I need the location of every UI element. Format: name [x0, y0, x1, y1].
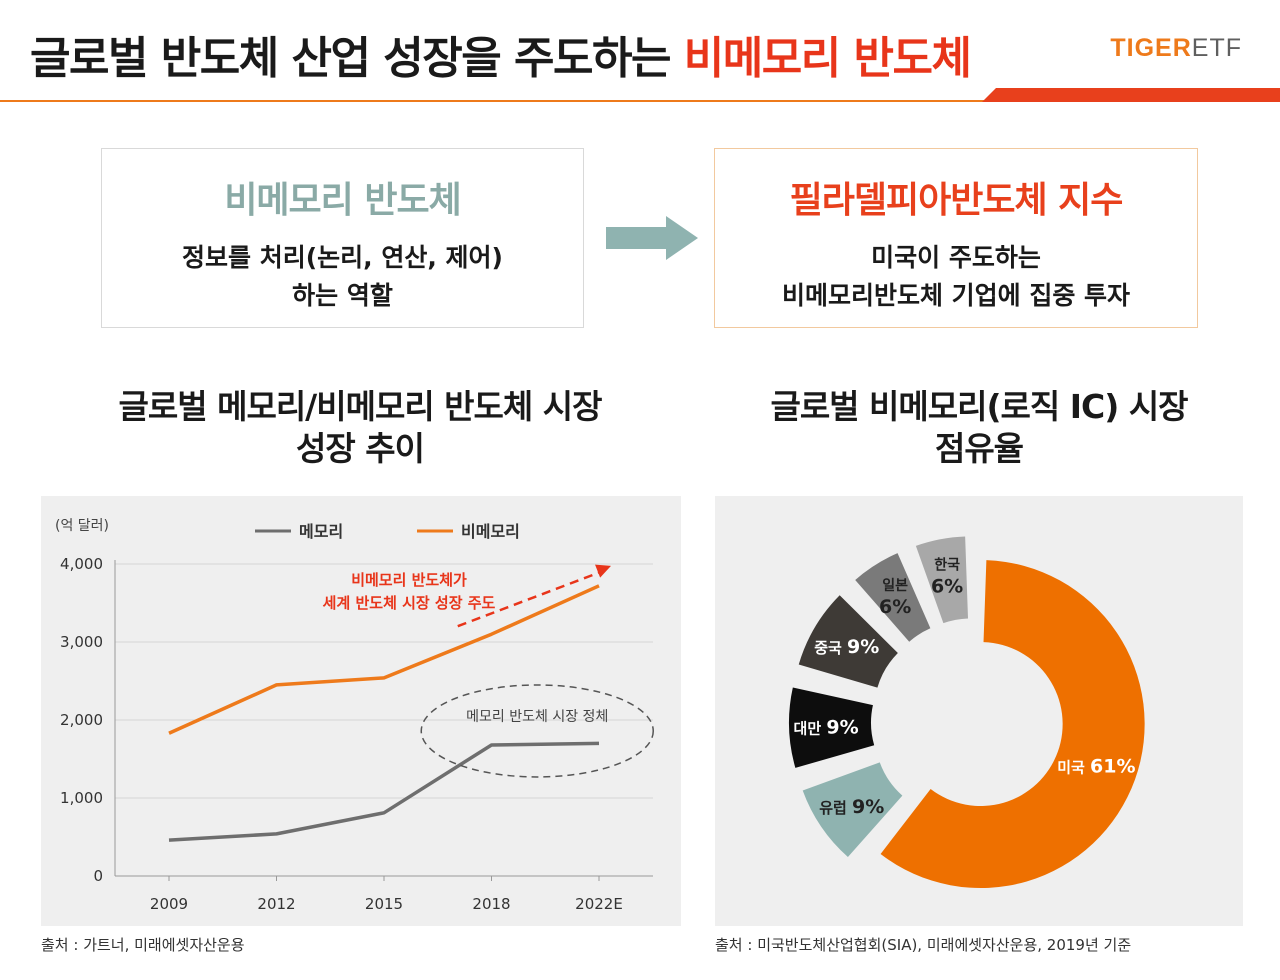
y-tick-label: 4,000	[60, 555, 103, 573]
donut-slice-5	[915, 536, 969, 624]
y-tick-label: 2,000	[60, 711, 103, 729]
stagnation-ellipse	[420, 684, 654, 778]
slice-name: 미국	[1057, 759, 1090, 777]
non-memory-description: 정보를 처리(논리, 연산, 제어) 하는 역할	[182, 243, 503, 310]
x-tick-label: 2022E	[575, 895, 623, 913]
y-tick-label: 0	[93, 867, 103, 885]
page-title: 글로벌 반도체 산업 성장을 주도하는 비메모리 반도체	[30, 22, 972, 86]
growth-annotation-line2: 세계 반도체 시장 성장 주도	[323, 594, 496, 612]
non-memory-definition-box: 비메모리 반도체 정보를 처리(논리, 연산, 제어) 하는 역할	[101, 148, 584, 328]
slice-percent: 6%	[879, 596, 911, 618]
donut-slice-label: 유럽 9%	[819, 796, 884, 818]
slice-percent: 9%	[852, 796, 884, 818]
legend-label: 비메모리	[461, 522, 520, 541]
donut-slice-3	[798, 595, 898, 688]
market-share-title: 글로벌 비메모리(로직 IC) 시장 점유율	[770, 387, 1188, 468]
line-chart-panel: (억 달러) 0 1,000 2,000 3,000 4,000 2009 2012 2015 2…	[41, 496, 681, 926]
logo-tiger-text: TIGER	[1110, 34, 1192, 62]
slice-name: 한국	[934, 558, 960, 574]
donut-slice-2	[789, 687, 875, 768]
logo-etf-text: ETF	[1191, 34, 1242, 62]
growth-arrow-line	[457, 570, 602, 628]
slice-percent: 9%	[847, 636, 879, 658]
donut-chart: 미국 61%유럽 9%대만 9%중국 9%일본6%한국6%	[789, 536, 1145, 889]
right-arrow-icon	[606, 216, 698, 260]
sox-index-description: 미국이 주도하는 비메모리반도체 기업에 집중 투자	[781, 243, 1131, 310]
slice-percent: 6%	[931, 576, 963, 598]
market-growth-title: 글로벌 메모리/비메모리 반도체 시장 성장 추이	[118, 387, 603, 468]
x-tick-label: 2012	[257, 895, 295, 913]
slice-name: 일본	[882, 578, 908, 594]
header-accent-bar	[982, 88, 1280, 102]
slice-percent: 9%	[826, 717, 858, 739]
slice-name: 중국	[814, 639, 847, 657]
donut-slice-label: 중국 9%	[814, 636, 879, 658]
header-divider	[0, 100, 1280, 102]
y-unit-label: (억 달러)	[55, 518, 109, 534]
y-tick-label: 1,000	[60, 789, 103, 807]
line-chart: (억 달러) 0 1,000 2,000 3,000 4,000 2009 2012 2015 2…	[55, 518, 654, 913]
legend-label: 메모리	[299, 522, 343, 541]
donut-slice-0	[880, 560, 1145, 889]
slice-name: 대만	[794, 720, 827, 738]
line-chart-source: 출처 : 가트너, 미래에셋자산운용	[41, 936, 245, 954]
non-memory-heading: 비메모리 반도체	[224, 180, 461, 221]
memory-series-line	[168, 741, 600, 842]
growth-annotation-line1: 비메모리 반도체가	[351, 571, 467, 589]
tiger-etf-logo: TIGERETF	[1110, 34, 1242, 63]
donut-chart-source: 출처 : 미국반도체산업협회(SIA), 미래에셋자산운용, 2019년 기준	[715, 936, 1132, 954]
donut-slice-4	[855, 553, 931, 642]
non-memory-series-line	[168, 584, 600, 735]
sox-index-box: 필라델피아반도체 지수 미국이 주도하는 비메모리반도체 기업에 집중 투자	[714, 148, 1198, 328]
page-title-main: 글로벌 반도체 산업 성장을 주도하는	[30, 33, 684, 84]
donut-slice-label: 대만 9%	[794, 717, 859, 739]
donut-chart-panel: 미국 61% 유럽 9% 대만 9% 중국 9% 일본 6% 한국 6%	[715, 496, 1243, 926]
donut-slice-1	[802, 762, 903, 857]
slice-name: 유럽	[819, 799, 852, 817]
sox-index-heading: 필라델피아반도체 지수	[789, 180, 1124, 221]
y-tick-label: 3,000	[60, 633, 103, 651]
x-tick-label: 2018	[472, 895, 510, 913]
growth-arrow-head	[595, 564, 611, 578]
x-tick-label: 2009	[150, 895, 188, 913]
donut-slice-label: 미국 61%	[1057, 756, 1135, 778]
x-tick-label: 2015	[365, 895, 403, 913]
slice-percent: 61%	[1090, 756, 1135, 778]
page-title-accent: 비메모리 반도체	[683, 33, 972, 84]
stagnation-annotation: 메모리 반도체 시장 정체	[466, 709, 608, 725]
